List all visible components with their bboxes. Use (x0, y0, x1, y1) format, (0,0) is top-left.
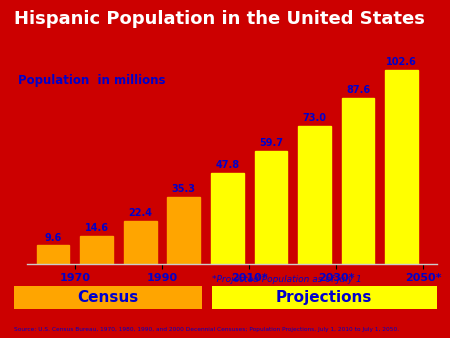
Text: 59.7: 59.7 (259, 138, 283, 148)
Text: Census: Census (77, 290, 139, 305)
Bar (167, 197, 200, 264)
Text: 73.0: 73.0 (302, 113, 327, 123)
Text: Source: U.S. Census Bureau, 1970, 1980, 1990, and 2000 Decennial Censuses; Popul: Source: U.S. Census Bureau, 1970, 1980, … (14, 327, 399, 332)
Text: Population  in millions: Population in millions (18, 74, 166, 87)
Bar (342, 98, 374, 264)
Bar (211, 173, 244, 264)
Bar (298, 126, 331, 264)
Text: Projections: Projections (276, 290, 372, 305)
Bar (37, 245, 69, 264)
Text: 102.6: 102.6 (386, 57, 417, 67)
Text: 9.6: 9.6 (45, 233, 62, 243)
Text: 22.4: 22.4 (128, 209, 152, 218)
Bar (81, 236, 113, 264)
Text: 47.8: 47.8 (216, 161, 239, 170)
Bar (255, 151, 287, 264)
Text: 35.3: 35.3 (172, 184, 196, 194)
Text: Hispanic Population in the United States: Hispanic Population in the United States (14, 10, 424, 28)
Text: 87.6: 87.6 (346, 85, 370, 95)
Bar (385, 70, 418, 264)
Text: *Projected Population as of July 1: *Projected Population as of July 1 (212, 275, 361, 284)
Bar (124, 221, 157, 264)
Text: 14.6: 14.6 (85, 223, 109, 233)
